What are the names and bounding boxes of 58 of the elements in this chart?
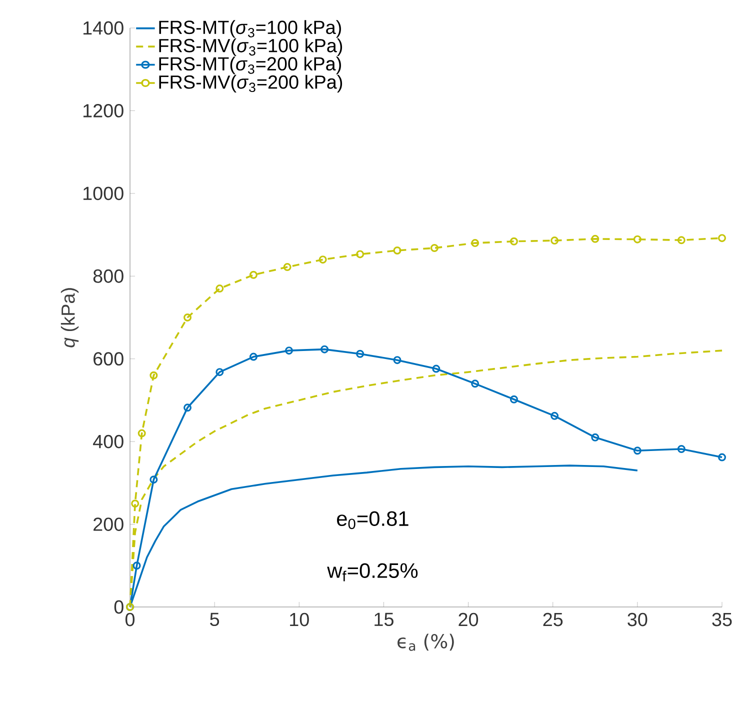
point (320, 345, 329, 354)
legend-label: FRS-MT(σ$_{3}$=100 kPa) (159, 20, 341, 38)
x-tick-label: 5 (210, 612, 220, 626)
point (471, 239, 480, 248)
point (356, 350, 364, 358)
x-tick-label: 35 (712, 612, 732, 626)
point (677, 445, 686, 453)
point (633, 235, 642, 244)
point (132, 562, 141, 570)
point (184, 313, 192, 322)
x-axis-title: ϵ$_{a}$ (%) (398, 634, 454, 651)
point (633, 446, 642, 455)
point (150, 371, 158, 380)
legend-label: FRS-MV(σ$_{3}$=100 kPa) (159, 38, 342, 56)
point (550, 412, 559, 420)
point (249, 270, 258, 279)
point (138, 429, 146, 438)
point (393, 246, 402, 254)
point (471, 380, 480, 388)
point (184, 404, 192, 412)
y-tick-label: 600 (94, 352, 124, 366)
point (510, 237, 518, 246)
x-tick-label: 20 (458, 612, 478, 626)
point (283, 263, 292, 272)
point (393, 356, 402, 364)
point (356, 250, 364, 258)
x-tick-label: 15 (374, 612, 394, 626)
x-tick-label: 30 (628, 612, 648, 626)
annotation: e$_{0}$=0.81 (337, 511, 408, 530)
x-tick-label: 0 (125, 612, 135, 626)
point (432, 364, 440, 373)
point (677, 236, 686, 244)
point (131, 500, 140, 508)
y-tick-label: 1400 (83, 21, 124, 35)
point (285, 346, 293, 355)
x-tick-label: 10 (290, 612, 309, 626)
y-tick-label: 800 (93, 269, 124, 283)
annotation: w$_{f}$=0.25% (327, 563, 418, 582)
y-tick-label: 1000 (83, 186, 124, 200)
point (150, 476, 158, 484)
y-tick-label: 1200 (83, 104, 124, 118)
point (216, 284, 224, 293)
point (591, 234, 600, 243)
point (318, 256, 327, 264)
y-axis-title: q (kPa) (60, 288, 79, 348)
legend-label: FRS-MV(σ$_{3}$=200 kPa) (159, 74, 342, 93)
y-tick-label: 200 (94, 518, 124, 531)
y-tick-label: 0 (114, 600, 124, 614)
point (591, 433, 600, 442)
x-tick-label: 25 (543, 612, 563, 626)
point (550, 236, 559, 245)
point (718, 234, 726, 242)
point (510, 395, 518, 404)
y-tick-label: 400 (93, 434, 124, 448)
legend-label: FRS-MT(σ$_{3}$=200 kPa) (159, 56, 341, 74)
point (216, 368, 224, 376)
point (249, 352, 258, 361)
point (430, 244, 438, 252)
